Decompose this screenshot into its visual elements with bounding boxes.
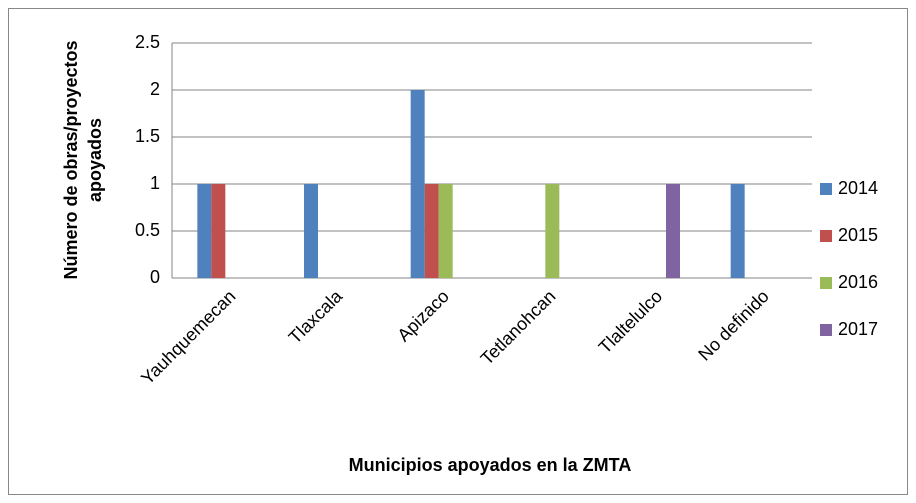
- bar: [666, 184, 680, 278]
- bar: [545, 184, 560, 278]
- y-tick-label: 1: [150, 173, 160, 193]
- bar: [424, 184, 439, 278]
- y-tick-label: 2.5: [135, 32, 160, 52]
- legend-label: 2017: [838, 319, 878, 339]
- bar: [410, 90, 425, 278]
- legend-swatch: [820, 277, 832, 289]
- bar: [211, 184, 226, 278]
- legend-label: 2016: [838, 272, 878, 292]
- y-tick-label: 1.5: [135, 126, 160, 146]
- legend-label: 2014: [838, 178, 878, 198]
- x-axis-title: Municipios apoyados en la ZMTA: [349, 455, 632, 475]
- chart-border: [8, 8, 908, 495]
- y-tick-label: 0: [150, 267, 160, 287]
- y-tick-label: 2: [150, 79, 160, 99]
- y-axis-title: Número de obras/proyectos: [61, 40, 81, 279]
- y-tick-label: 0.5: [135, 220, 160, 240]
- y-axis-title: apoyados: [85, 118, 105, 202]
- bar: [438, 184, 453, 278]
- legend-swatch: [820, 324, 832, 336]
- bar: [197, 184, 212, 278]
- legend-label: 2015: [838, 225, 878, 245]
- bar: [730, 184, 745, 278]
- legend-swatch: [820, 230, 832, 242]
- legend-swatch: [820, 183, 832, 195]
- bar: [304, 184, 318, 278]
